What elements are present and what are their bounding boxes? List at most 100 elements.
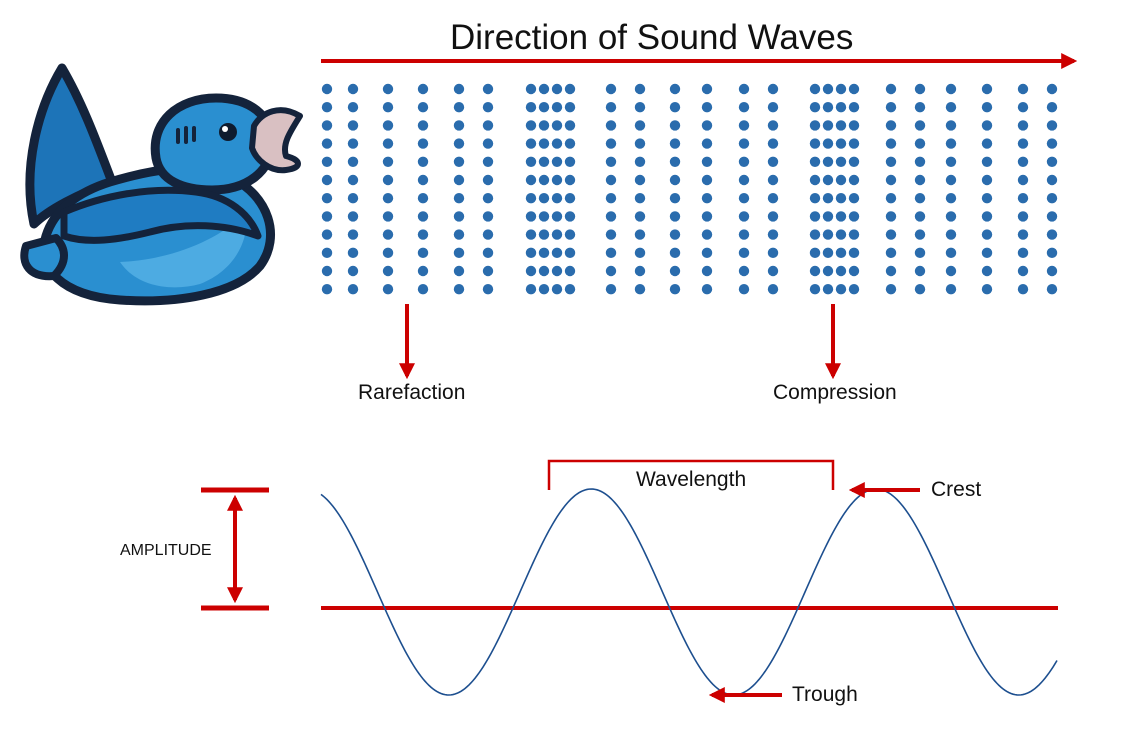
air-particle <box>453 284 465 295</box>
air-particle <box>945 247 957 258</box>
air-particle <box>767 265 779 277</box>
air-particle <box>701 174 713 186</box>
air-particle <box>981 265 993 277</box>
air-particle <box>1017 229 1029 240</box>
air-particle <box>945 138 957 149</box>
air-particle <box>347 120 359 131</box>
air-particle <box>822 120 834 131</box>
air-particle <box>738 247 750 258</box>
air-particle <box>835 247 847 258</box>
air-particle <box>669 174 681 186</box>
air-particle <box>945 284 957 295</box>
air-particle <box>482 284 494 295</box>
air-particle <box>347 265 359 277</box>
air-particle <box>835 229 847 240</box>
air-particle <box>738 229 750 240</box>
air-particle <box>767 174 779 186</box>
air-particle <box>482 193 494 204</box>
air-particle <box>564 284 576 295</box>
air-particle <box>634 138 646 149</box>
air-particle <box>767 284 779 295</box>
air-particle <box>525 83 537 95</box>
air-particle <box>885 265 897 277</box>
air-particle <box>914 265 926 277</box>
air-particle <box>822 247 834 258</box>
air-particle <box>417 138 429 149</box>
air-particle <box>551 211 563 222</box>
air-particle <box>945 120 957 131</box>
air-particle <box>482 120 494 131</box>
air-particle <box>551 284 563 295</box>
air-particle <box>848 211 860 222</box>
air-particle <box>914 83 926 95</box>
air-particle <box>321 284 333 295</box>
air-particle <box>605 247 617 258</box>
air-particle <box>1046 193 1058 204</box>
air-particle <box>605 156 617 167</box>
air-particle <box>914 211 926 222</box>
air-particle <box>669 265 681 277</box>
wavelength-bracket <box>547 459 835 490</box>
air-particle <box>1017 120 1029 131</box>
air-particle <box>701 156 713 167</box>
air-particle <box>525 265 537 277</box>
air-particle <box>564 102 576 113</box>
air-particle <box>538 156 550 167</box>
air-particle <box>1046 120 1058 131</box>
air-particle <box>382 284 394 295</box>
air-particle <box>605 120 617 131</box>
air-particle <box>701 83 713 95</box>
air-particle <box>525 247 537 258</box>
air-particle <box>914 156 926 167</box>
air-particle <box>321 156 333 167</box>
air-particle <box>701 284 713 295</box>
air-particle <box>885 120 897 131</box>
air-particle <box>1046 265 1058 277</box>
air-particle <box>701 211 713 222</box>
air-particle <box>669 102 681 113</box>
air-particle <box>914 138 926 149</box>
air-particle <box>738 138 750 149</box>
air-particle <box>822 174 834 186</box>
air-particle <box>738 120 750 131</box>
air-particle <box>809 156 821 167</box>
air-particle <box>809 83 821 95</box>
air-particle <box>538 211 550 222</box>
air-particle <box>382 193 394 204</box>
rarefaction-label: Rarefaction <box>358 381 466 404</box>
air-particle <box>551 229 563 240</box>
air-particle <box>417 102 429 113</box>
air-particle <box>701 193 713 204</box>
air-particle <box>809 211 821 222</box>
air-particle <box>382 156 394 167</box>
air-particle <box>1046 138 1058 149</box>
air-particle <box>835 174 847 186</box>
air-particle <box>809 284 821 295</box>
air-particle <box>885 211 897 222</box>
air-particle <box>701 138 713 149</box>
air-particle <box>525 229 537 240</box>
air-particle <box>538 120 550 131</box>
air-particle <box>634 193 646 204</box>
air-particle <box>538 229 550 240</box>
air-particle <box>482 247 494 258</box>
air-particle <box>382 138 394 149</box>
air-particle <box>914 193 926 204</box>
air-particle <box>1017 174 1029 186</box>
air-particle <box>382 102 394 113</box>
air-particle <box>809 229 821 240</box>
air-particle <box>564 156 576 167</box>
air-particle <box>885 229 897 240</box>
air-particle <box>453 193 465 204</box>
air-particle <box>321 138 333 149</box>
air-particle <box>767 156 779 167</box>
air-particle <box>538 102 550 113</box>
air-particle <box>914 284 926 295</box>
air-particle <box>835 211 847 222</box>
air-particle <box>981 174 993 186</box>
air-particle <box>347 83 359 95</box>
air-particle <box>822 211 834 222</box>
air-particle <box>417 284 429 295</box>
air-particle <box>669 83 681 95</box>
air-particle <box>914 229 926 240</box>
